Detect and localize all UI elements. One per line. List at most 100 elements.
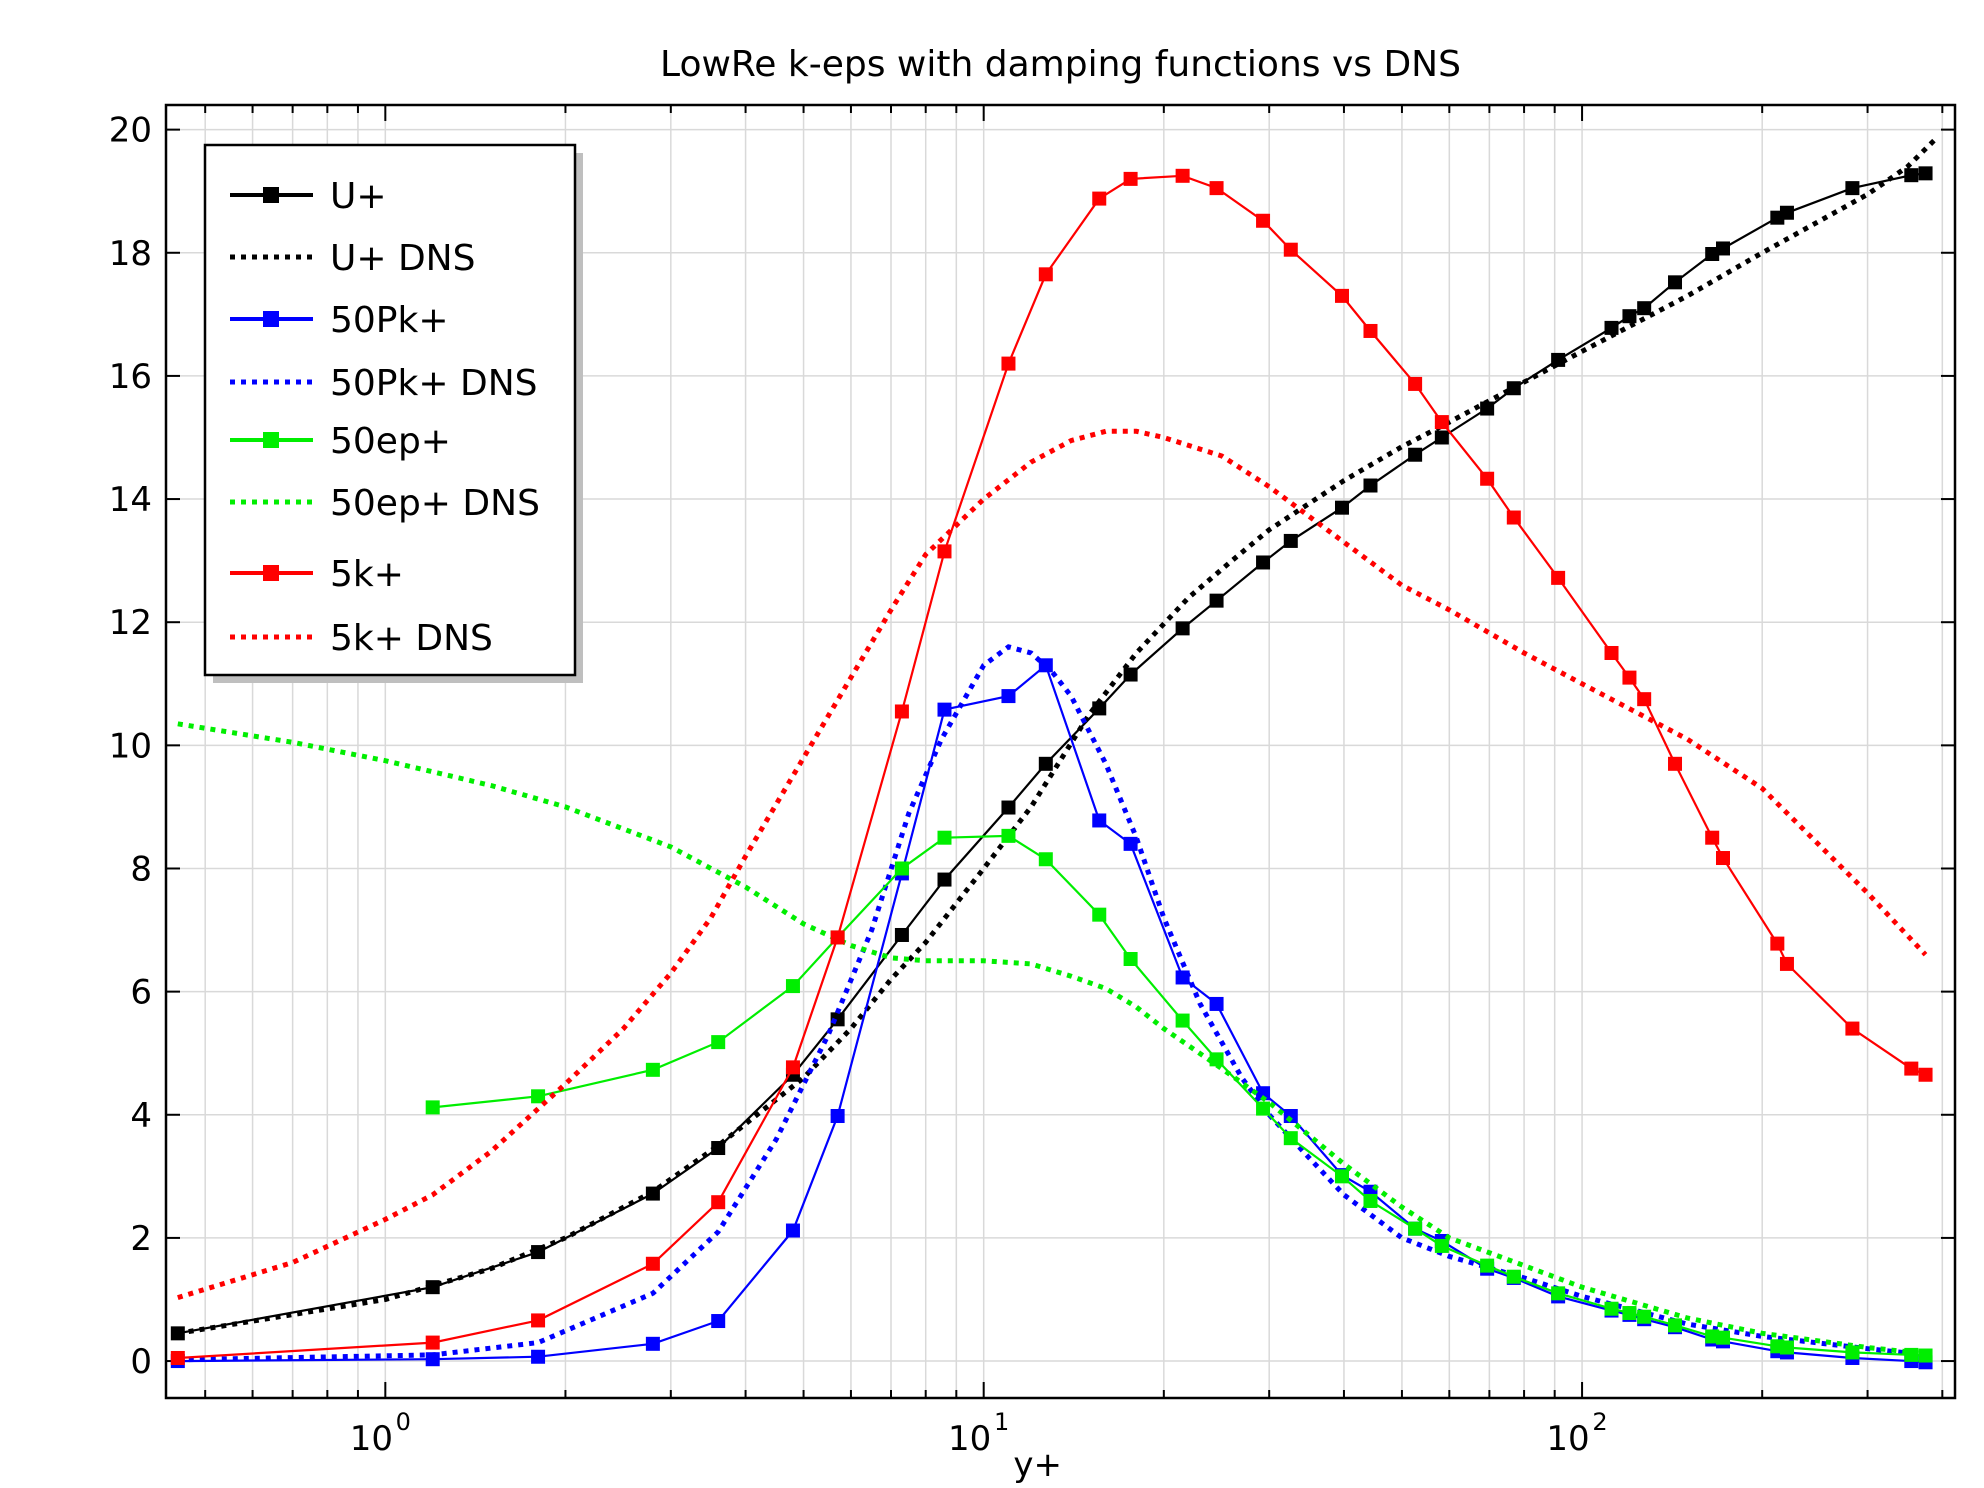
legend-label: 50Pk+ DNS xyxy=(330,363,537,404)
data-point xyxy=(1363,478,1378,493)
legend-swatch-marker xyxy=(263,187,279,203)
data-point xyxy=(645,1256,660,1271)
series-50ep- xyxy=(425,828,1933,1363)
data-point xyxy=(1668,275,1683,290)
data-point xyxy=(1175,621,1190,636)
x-tick-label: 10 2 xyxy=(1546,1408,1607,1459)
data-point xyxy=(425,1352,440,1367)
series-layer xyxy=(170,137,1938,1370)
chart-title: LowRe k-eps with damping functions vs DN… xyxy=(660,44,1461,85)
data-point xyxy=(785,1223,800,1238)
data-point xyxy=(1779,205,1794,220)
series-line-dotted xyxy=(177,644,1926,1363)
data-point xyxy=(1001,800,1016,815)
data-point xyxy=(1622,670,1637,685)
data-point xyxy=(1918,1067,1933,1082)
data-point xyxy=(1434,415,1449,430)
data-point xyxy=(711,1314,726,1329)
data-point xyxy=(1480,1258,1495,1273)
plot-frame xyxy=(164,103,1957,1400)
data-point xyxy=(711,1195,726,1210)
data-point xyxy=(1637,1309,1652,1324)
series-line-dotted xyxy=(177,137,1938,1336)
data-point xyxy=(1209,996,1224,1011)
data-point xyxy=(425,1280,440,1295)
data-point xyxy=(1604,1301,1619,1316)
legend-item: 5k+ DNS xyxy=(230,618,493,659)
data-point xyxy=(711,1035,726,1050)
y-tick-label: 14 xyxy=(109,480,152,520)
series-5k- xyxy=(170,168,1933,1365)
data-point xyxy=(1209,181,1224,196)
data-point xyxy=(1715,1330,1730,1345)
legend-label: U+ DNS xyxy=(330,238,475,279)
legend-item: U+ DNS xyxy=(230,238,475,279)
legend-swatch-marker xyxy=(263,565,279,581)
series-line-dotted xyxy=(177,428,1928,1300)
data-point xyxy=(1904,168,1919,183)
data-point xyxy=(1434,430,1449,445)
legend-item: 5k+ xyxy=(230,554,404,595)
data-point xyxy=(1408,376,1423,391)
data-point xyxy=(1256,213,1271,228)
data-point xyxy=(1918,1348,1933,1363)
data-point xyxy=(1506,510,1521,525)
data-point xyxy=(1480,471,1495,486)
data-point xyxy=(1715,241,1730,256)
data-point xyxy=(1123,836,1138,851)
data-point xyxy=(894,927,909,942)
data-point xyxy=(1705,1329,1720,1344)
legend-label: 5k+ DNS xyxy=(330,618,493,659)
data-point xyxy=(1668,756,1683,771)
data-point xyxy=(170,1350,185,1365)
legend-label: 50ep+ DNS xyxy=(330,483,540,524)
y-tick-label: 8 xyxy=(130,849,152,889)
data-point xyxy=(1845,1345,1860,1360)
x-tick-label: 10 1 xyxy=(948,1408,1009,1459)
y-tick-label: 20 xyxy=(109,111,152,151)
series-50ep-dns xyxy=(177,721,1926,1357)
data-point xyxy=(1604,320,1619,335)
data-point xyxy=(531,1349,546,1364)
legend-label: 50ep+ xyxy=(330,421,451,462)
data-point xyxy=(1779,956,1794,971)
data-point xyxy=(1038,852,1053,867)
legend: U+ U+ DNS 50Pk+ 50Pk+ DNS 50ep+ 50ep+ DNS 5k+ 5… xyxy=(203,143,583,683)
data-point xyxy=(1408,447,1423,462)
data-point xyxy=(425,1335,440,1350)
y-tick-label: 4 xyxy=(130,1096,152,1136)
data-point xyxy=(1038,756,1053,771)
legend-swatch-marker xyxy=(263,311,279,327)
data-point xyxy=(1363,1193,1378,1208)
data-point xyxy=(1334,288,1349,303)
data-point xyxy=(1604,645,1619,660)
y-tick-label: 0 xyxy=(130,1342,152,1382)
data-point xyxy=(1705,830,1720,845)
series-u-dns xyxy=(177,137,1938,1336)
data-point xyxy=(1092,701,1107,716)
data-point xyxy=(894,861,909,876)
data-point xyxy=(531,1089,546,1104)
data-point xyxy=(1123,951,1138,966)
x-tick-label-base: 10 xyxy=(1546,1419,1589,1459)
x-tick-label-base: 10 xyxy=(350,1419,393,1459)
legend-item: U+ xyxy=(230,176,387,217)
data-point xyxy=(1256,1086,1271,1101)
legend-label: 5k+ xyxy=(330,554,404,595)
data-point xyxy=(645,1062,660,1077)
data-point xyxy=(1845,1021,1860,1036)
series-5k-dns xyxy=(177,428,1928,1300)
data-point xyxy=(1283,242,1298,257)
data-point xyxy=(1001,356,1016,371)
data-point xyxy=(1092,907,1107,922)
x-tick-label-base: 10 xyxy=(948,1419,991,1459)
data-point xyxy=(1434,1238,1449,1253)
legend-item: 50ep+ DNS xyxy=(230,483,540,524)
data-point xyxy=(1551,1286,1566,1301)
data-point xyxy=(1092,813,1107,828)
data-point xyxy=(1001,828,1016,843)
data-point xyxy=(1637,301,1652,316)
data-point xyxy=(1256,1101,1271,1116)
